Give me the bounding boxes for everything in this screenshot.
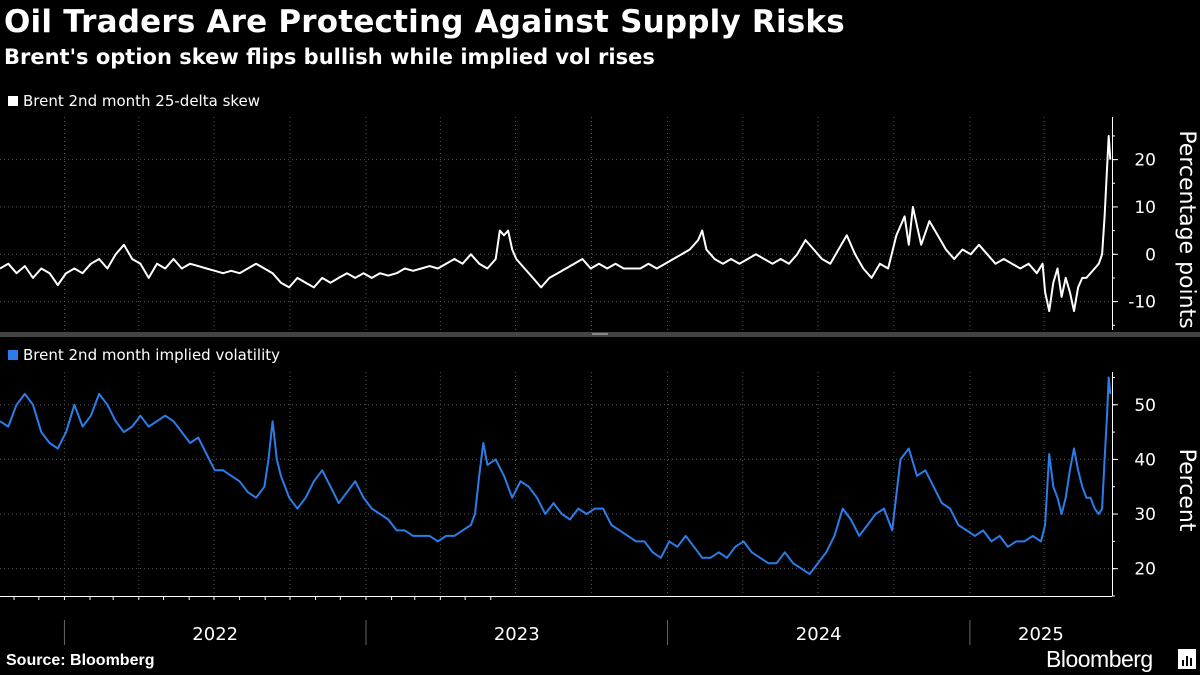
chart-subtitle: Brent's option skew flips bullish while … xyxy=(4,45,655,69)
panel-divider-handle xyxy=(592,333,608,335)
legend-label-skew: Brent 2nd month 25-delta skew xyxy=(23,92,261,110)
legend-swatch-skew xyxy=(8,96,18,106)
ytick-label: 50 xyxy=(1134,396,1156,416)
ytick-label: 40 xyxy=(1134,450,1156,470)
y-axis-title: Percent xyxy=(1174,449,1199,532)
bloomberg-logo: Bloomberg xyxy=(1046,646,1153,672)
y-axis-title: Percentage points xyxy=(1174,130,1199,328)
xtick-label: 2022 xyxy=(192,624,238,645)
legend-skew: Brent 2nd month 25-delta skew xyxy=(8,92,260,110)
bloomberg-badge-icon xyxy=(1178,649,1196,669)
xtick-label: 2025 xyxy=(1018,624,1064,645)
series-line-vol xyxy=(0,376,1112,576)
ytick-label: 0 xyxy=(1145,245,1156,265)
legend-swatch-vol xyxy=(8,350,18,360)
ytick-label: 30 xyxy=(1134,505,1156,525)
ytick-label: 20 xyxy=(1134,151,1156,171)
ytick-label: 20 xyxy=(1134,560,1156,580)
ytick-label: -10 xyxy=(1128,293,1156,313)
series-line-skew xyxy=(0,134,1112,313)
legend-vol: Brent 2nd month implied volatility xyxy=(8,346,280,364)
legend-label-vol: Brent 2nd month implied volatility xyxy=(23,346,281,364)
ytick-label: 10 xyxy=(1134,198,1156,218)
xtick-label: 2024 xyxy=(796,624,842,645)
source-note: Source: Bloomberg xyxy=(6,652,155,669)
chart-title: Oil Traders Are Protecting Against Suppl… xyxy=(4,4,845,40)
xtick-label: 2023 xyxy=(494,624,540,645)
